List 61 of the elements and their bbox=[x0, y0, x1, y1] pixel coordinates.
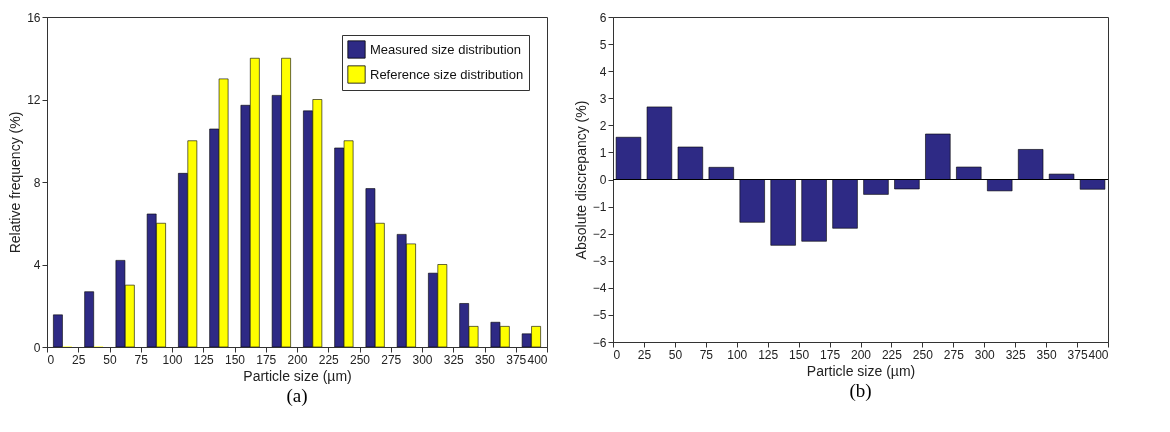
x-tick-label: 200 bbox=[850, 347, 872, 362]
text: (b) bbox=[849, 380, 872, 402]
x-tick-label: 175 bbox=[820, 347, 841, 362]
x-axis-title: Particle size (µm) bbox=[806, 362, 916, 379]
y-tick-label: 16 bbox=[27, 10, 41, 25]
x-tick-label: 375 bbox=[506, 352, 527, 367]
x-tick-label: 0 bbox=[613, 347, 621, 362]
x-tick-label: 350 bbox=[474, 352, 496, 367]
y-tick-label: 1 bbox=[599, 145, 607, 160]
x-tick-label: 100 bbox=[727, 347, 748, 362]
x-tick-label: 225 bbox=[318, 352, 340, 367]
y-tick-label: 5 bbox=[599, 37, 607, 52]
y-axis-title: Relative frequency (%) bbox=[7, 111, 24, 254]
y-axis-title: Absolute discrepancy (%) bbox=[572, 100, 589, 260]
x-tick-label: 25 bbox=[637, 347, 652, 362]
x-tick-label: 275 bbox=[943, 347, 965, 362]
x-tick-label: 250 bbox=[349, 352, 371, 367]
y-tick-label: 2 bbox=[599, 118, 607, 133]
x-tick-label: 150 bbox=[224, 352, 246, 367]
x-tick-label: 300 bbox=[974, 347, 996, 362]
x-tick-label: 200 bbox=[287, 352, 308, 367]
legend-label: Reference size distribution bbox=[370, 66, 524, 82]
x-tick-label: 125 bbox=[193, 352, 215, 367]
x-tick-label: 50 bbox=[668, 347, 683, 362]
x-tick-label: 300 bbox=[412, 352, 433, 367]
x-tick-label: 400 bbox=[527, 352, 548, 367]
x-tick-label: 0 bbox=[47, 352, 55, 367]
y-tick-label: −5 bbox=[592, 308, 607, 323]
y-tick-label: 12 bbox=[27, 93, 41, 107]
x-tick-label: 175 bbox=[256, 352, 277, 367]
text: (a) bbox=[286, 385, 308, 407]
legend-label: Measured size distribution bbox=[370, 41, 522, 57]
bar bbox=[53, 314, 63, 347]
y-tick-label: −6 bbox=[592, 335, 607, 350]
y-tick-label: −1 bbox=[592, 200, 607, 215]
x-tick-label: 225 bbox=[881, 347, 903, 362]
x-tick-label: 350 bbox=[1036, 347, 1057, 362]
y-tick-label: 0 bbox=[599, 173, 607, 187]
y-tick-label: −4 bbox=[592, 281, 607, 296]
y-tick-label: −3 bbox=[592, 254, 607, 269]
x-axis-title: Particle size (µm) bbox=[243, 367, 352, 384]
x-tick-label: 400 bbox=[1088, 347, 1109, 362]
x-tick-label: 250 bbox=[912, 347, 934, 362]
x-tick-label: 50 bbox=[103, 352, 117, 367]
y-tick-label: −2 bbox=[592, 227, 607, 242]
x-tick-label: 125 bbox=[758, 347, 779, 362]
x-tick-label: 150 bbox=[789, 347, 810, 362]
x-tick-label: 75 bbox=[699, 347, 714, 362]
x-tick-label: 100 bbox=[162, 352, 183, 367]
x-tick-label: 325 bbox=[443, 352, 465, 367]
x-tick-label: 325 bbox=[1005, 347, 1027, 362]
y-tick-label: 8 bbox=[33, 175, 41, 190]
x-tick-label: 375 bbox=[1067, 347, 1088, 362]
bar bbox=[84, 291, 94, 347]
y-tick-label: 4 bbox=[599, 64, 607, 79]
y-tick-label: 4 bbox=[33, 258, 41, 272]
y-tick-label: 6 bbox=[599, 10, 607, 25]
x-tick-label: 25 bbox=[72, 352, 86, 367]
x-tick-label: 275 bbox=[381, 352, 402, 367]
y-tick-label: 3 bbox=[599, 91, 607, 106]
x-tick-label: 75 bbox=[134, 352, 149, 367]
